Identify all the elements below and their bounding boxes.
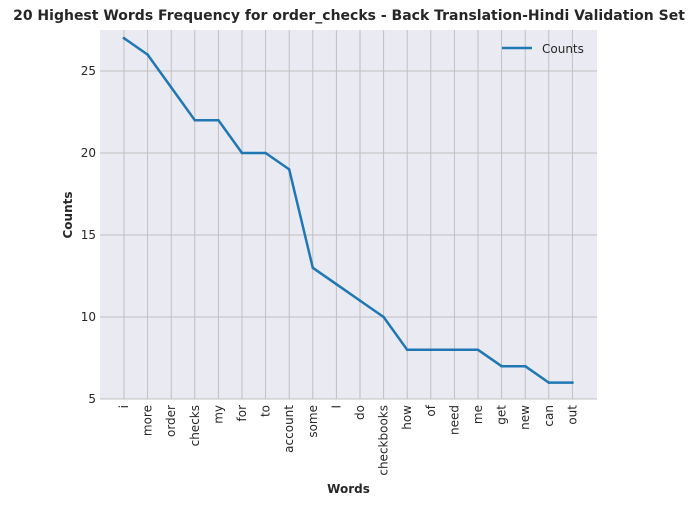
data-point (500, 364, 503, 368)
data-point (122, 36, 126, 40)
x-tick-label: need (447, 405, 461, 435)
x-tick-label: i (117, 405, 131, 408)
x-tick-label: new (518, 405, 532, 430)
data-point (146, 53, 149, 56)
data-point (169, 86, 173, 89)
data-point (311, 266, 315, 270)
data-point (476, 348, 480, 352)
series-line-counts (122, 36, 574, 384)
y-tick-label: 20 (81, 146, 96, 160)
x-tick-label: I (329, 405, 343, 409)
data-point (358, 299, 362, 302)
x-tick-label: for (235, 405, 249, 422)
data-point (193, 118, 197, 122)
x-tick-label: do (353, 405, 367, 420)
y-axis-label: Counts (61, 191, 75, 239)
data-point (264, 151, 267, 155)
data-point (382, 315, 385, 319)
legend-label: Counts (542, 42, 584, 56)
x-tick-label: get (495, 405, 509, 425)
x-tick-label: me (471, 405, 485, 424)
data-point (571, 381, 574, 384)
data-point (217, 118, 220, 122)
y-tick-label: 5 (88, 392, 96, 406)
y-tick-label: 25 (81, 64, 96, 78)
data-point (429, 348, 433, 352)
y-tick-label: 15 (81, 228, 96, 242)
data-point (523, 364, 527, 368)
x-tick-label: more (141, 405, 155, 436)
x-tick-label: out (565, 405, 579, 425)
x-tick-label: order (164, 405, 178, 437)
x-tick-label: can (542, 405, 556, 427)
x-tick-label: my (211, 405, 225, 424)
x-tick-label: checkbooks (377, 405, 391, 476)
data-point (547, 381, 551, 384)
x-tick-label: how (400, 405, 414, 430)
data-point (240, 151, 244, 155)
data-point (335, 282, 338, 286)
y-tick-label: 10 (81, 310, 96, 324)
data-point (287, 168, 291, 171)
x-tick-label: some (306, 405, 320, 438)
x-tick-label: checks (188, 405, 202, 446)
plot-area (100, 30, 597, 399)
data-point (405, 348, 409, 352)
x-axis-label: Words (327, 482, 370, 496)
x-tick-label: to (259, 405, 273, 417)
data-point (453, 348, 456, 352)
x-tick-label: of (424, 404, 438, 416)
x-tick-label: account (282, 405, 296, 453)
chart-title: 20 Highest Words Frequency for order_che… (13, 8, 685, 24)
